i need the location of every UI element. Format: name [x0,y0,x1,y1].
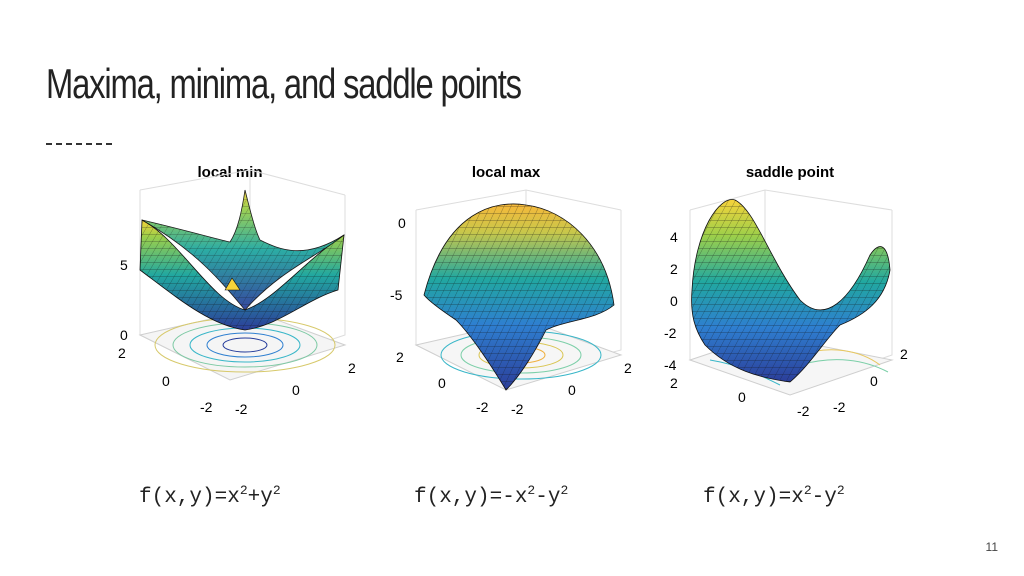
saddle-point-surface-plot: saddle point 4 2 0 -2 -4 2 0 -2 -2 0 2 [664,164,908,419]
y-tick: 2 [118,345,126,361]
z-tick: 0 [670,293,678,309]
plot-saddle-point: saddle point 4 2 0 -2 -4 2 0 -2 -2 0 2 [650,150,910,440]
z-tick: -4 [664,357,677,373]
surface-mesh [140,220,344,330]
formula-saddle-point: f(x,y)=x2-y2 [703,483,845,509]
x-tick: -2 [511,401,524,417]
local-min-surface-plot: local min 5 0 2 0 -2 -2 0 2 [118,164,356,417]
slide-title: Maxima, minima, and saddle points [46,60,522,107]
z-tick: 5 [120,257,128,273]
x-tick: 2 [348,360,356,376]
y-tick: 0 [738,389,746,405]
x-tick: 0 [870,373,878,389]
y-tick: -2 [200,399,213,415]
z-tick: 2 [670,261,678,277]
x-tick: 0 [568,382,576,398]
y-tick: 0 [162,373,170,389]
local-max-surface-plot: local max 0 -5 2 0 -2 -2 0 2 [390,164,632,417]
z-tick: 0 [120,327,128,343]
x-tick: -2 [833,399,846,415]
y-tick: 2 [670,375,678,391]
plot-title: local max [472,164,541,181]
x-tick: 2 [624,360,632,376]
surface-back-mesh [142,190,344,310]
surface-mesh [424,203,614,390]
plot-title: local min [197,164,262,181]
formula-local-min: f(x,y)=x2+y2 [139,483,281,509]
title-rule [46,143,112,145]
x-tick: 2 [900,346,908,362]
y-tick: -2 [797,403,810,419]
formula-local-max: f(x,y)=-x2-y2 [414,483,569,509]
page-number: 11 [985,540,998,554]
y-tick: 2 [396,349,404,365]
z-tick: 0 [398,215,406,231]
x-tick: 0 [292,382,300,398]
plot-local-min: local min 5 0 2 0 -2 -2 0 2 [100,150,360,440]
z-tick: 4 [670,229,678,245]
y-tick: 0 [438,375,446,391]
surface-peak-highlight [224,277,241,291]
z-tick: -2 [664,325,677,341]
y-tick: -2 [476,399,489,415]
z-tick: -5 [390,287,403,303]
surface-mesh [691,199,890,382]
plot-local-max: local max 0 -5 2 0 -2 -2 0 2 [376,150,636,440]
x-tick: -2 [235,401,248,417]
plot-title: saddle point [746,164,834,181]
